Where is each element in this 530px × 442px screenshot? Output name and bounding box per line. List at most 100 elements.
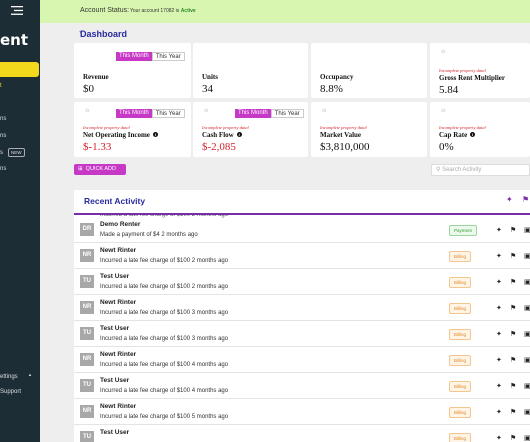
recent-activity-title: Recent Activity	[84, 196, 146, 206]
activity-name[interactable]: Test User	[100, 273, 130, 280]
flag-icon[interactable]: ⚑	[510, 383, 517, 390]
chevron-down-icon[interactable]: ⌄	[78, 28, 84, 35]
this-month-button[interactable]: This Month	[235, 109, 271, 118]
activity-description: Incurred a late fee charge of $100 3 mon…	[100, 310, 229, 316]
sidebar-item-4[interactable]: s	[0, 150, 3, 156]
activity-type-badge: Billing	[449, 277, 472, 288]
delete-icon[interactable]: ▣	[524, 253, 530, 260]
card-value: 34	[202, 83, 213, 95]
sidebar-item-1[interactable]: t	[0, 83, 2, 89]
pin-icon[interactable]: ✦	[506, 195, 513, 204]
activity-name[interactable]: Newt Rinter	[100, 299, 137, 306]
delete-icon[interactable]: ▣	[524, 305, 530, 312]
pin-icon[interactable]: ✦	[496, 357, 502, 364]
occupancy-card: Occupancy 8.8%	[311, 43, 427, 98]
card-warning: Incomplete property data!	[439, 125, 487, 130]
activity-name[interactable]: Test User	[100, 325, 130, 332]
sidebar-item-2[interactable]: ns	[0, 116, 7, 122]
delete-icon[interactable]: ▣	[524, 357, 530, 364]
activity-name[interactable]: Newt Rinter	[100, 403, 137, 410]
activity-description: Incurred a late fee charge of $100 3 mon…	[100, 336, 229, 342]
activity-row[interactable]: NR Newt Rinter Incurred a late fee charge …	[74, 243, 530, 269]
activity-type-badge: Billing	[449, 355, 472, 366]
delete-icon[interactable]: ▣	[524, 383, 530, 390]
flag-icon[interactable]: ⚑	[510, 253, 517, 260]
info-icon[interactable]: i	[152, 132, 158, 137]
pin-icon[interactable]: ✦	[496, 383, 502, 390]
pin-icon[interactable]: ✦	[496, 305, 502, 312]
flag-icon[interactable]: ⚑	[510, 227, 517, 234]
flag-icon[interactable]: ⚑	[510, 331, 517, 338]
avatar: NR	[80, 301, 94, 314]
card-value: 5.84	[439, 84, 459, 96]
quick-add-button[interactable]: ⊞ QUICK ADD	[74, 164, 126, 175]
activity-name[interactable]: Newt Rinter	[100, 247, 137, 254]
pin-icon[interactable]: ✦	[496, 435, 502, 442]
this-month-button[interactable]: This Month	[116, 109, 152, 118]
sidebar-item-settings[interactable]: ettings	[0, 374, 18, 380]
avatar: TU	[80, 275, 94, 288]
dashboard-title: Dashboard	[80, 29, 128, 39]
activity-row[interactable]: DR Demo Renter Made a payment of $4 2 mont…	[74, 217, 530, 243]
cash-flow-card: ☼ This Month This Year Incomplete proper…	[193, 102, 308, 157]
card-warning: Incomplete property data!	[202, 125, 250, 130]
flag-icon[interactable]: ⚑	[510, 435, 517, 442]
sidebar-item-3[interactable]: ns	[0, 133, 7, 139]
this-month-button[interactable]: This Month	[116, 52, 152, 61]
info-icon[interactable]: i	[470, 132, 476, 137]
activity-name[interactable]: Newt Rinter	[100, 351, 137, 358]
card-label: Gross Rent Multiplier	[439, 74, 505, 82]
period-toggle[interactable]: This Month This Year	[116, 109, 185, 118]
search-activity-input[interactable]: ⚲ Search Activity	[431, 164, 530, 176]
this-year-button[interactable]: This Year	[270, 109, 304, 118]
sidebar-item-active[interactable]	[0, 62, 39, 77]
delete-icon[interactable]: ▣	[524, 227, 530, 234]
activity-row[interactable]: TU Test User Billing ✦ ⚑ ▣	[74, 425, 530, 442]
card-warning: Incomplete property data!	[83, 125, 131, 130]
activity-name[interactable]: Demo Renter	[100, 221, 141, 228]
menu-icon[interactable]	[11, 6, 23, 15]
pin-icon[interactable]: ✦	[496, 409, 502, 416]
activity-name[interactable]: Test User	[100, 377, 130, 384]
pin-icon[interactable]: ✦	[496, 279, 502, 286]
activity-row[interactable]: NR Newt Rinter Incurred a late fee charge …	[74, 295, 530, 321]
gross-rent-multiplier-card: ☼ Incomplete property data! Gross Rent M…	[430, 43, 530, 98]
activity-description: Incurred a late fee charge of $100 2 mon…	[100, 258, 229, 264]
delete-icon[interactable]: ▣	[524, 331, 530, 338]
sidebar-item-5[interactable]: ns	[0, 166, 7, 172]
activity-row[interactable]: NR Newt Rinter Incurred a late fee charge …	[74, 399, 530, 425]
pin-icon[interactable]: ✦	[496, 253, 502, 260]
period-toggle[interactable]: This Month This Year	[116, 52, 185, 61]
delete-icon[interactable]: ▣	[524, 409, 530, 416]
activity-type-badge: Billing	[449, 407, 472, 418]
activity-type-badge: Payment	[449, 225, 477, 236]
card-value: 8.8%	[320, 83, 343, 95]
caret-up-icon: ▲	[28, 372, 32, 377]
flag-icon[interactable]: ⚑	[510, 409, 517, 416]
card-warning: Incomplete property data!	[439, 68, 487, 73]
activity-row[interactable]: TU Test User Incurred a late fee charge of…	[74, 269, 530, 295]
delete-icon[interactable]: ▣	[524, 435, 530, 442]
card-value: $-1.33	[83, 141, 112, 153]
activity-row[interactable]: NR Newt Rinter Incurred a late fee charge …	[74, 347, 530, 373]
logo[interactable]: ent	[0, 31, 29, 49]
period-toggle[interactable]: This Month This Year	[235, 109, 304, 118]
flag-icon[interactable]: ⚑	[510, 357, 517, 364]
flag-icon[interactable]: ⚑	[522, 195, 530, 204]
activity-name[interactable]: Test User	[100, 429, 130, 436]
flag-icon[interactable]: ⚑	[510, 305, 517, 312]
add-icon: ⊞	[78, 166, 83, 172]
flag-icon[interactable]: ⚑	[510, 279, 517, 286]
activity-row[interactable]: TU Test User Incurred a late fee charge of…	[74, 321, 530, 347]
card-value: $0	[83, 83, 94, 95]
this-year-button[interactable]: This Year	[151, 109, 185, 118]
avatar: TU	[80, 431, 94, 442]
loading-icon: ☼	[321, 107, 328, 114]
this-year-button[interactable]: This Year	[151, 52, 185, 61]
pin-icon[interactable]: ✦	[496, 331, 502, 338]
activity-row[interactable]: TU Test User Incurred a late fee charge of…	[74, 373, 530, 399]
sidebar-item-support[interactable]: Support	[0, 389, 22, 395]
pin-icon[interactable]: ✦	[496, 227, 502, 234]
info-icon[interactable]: i	[236, 132, 242, 137]
delete-icon[interactable]: ▣	[524, 279, 530, 286]
